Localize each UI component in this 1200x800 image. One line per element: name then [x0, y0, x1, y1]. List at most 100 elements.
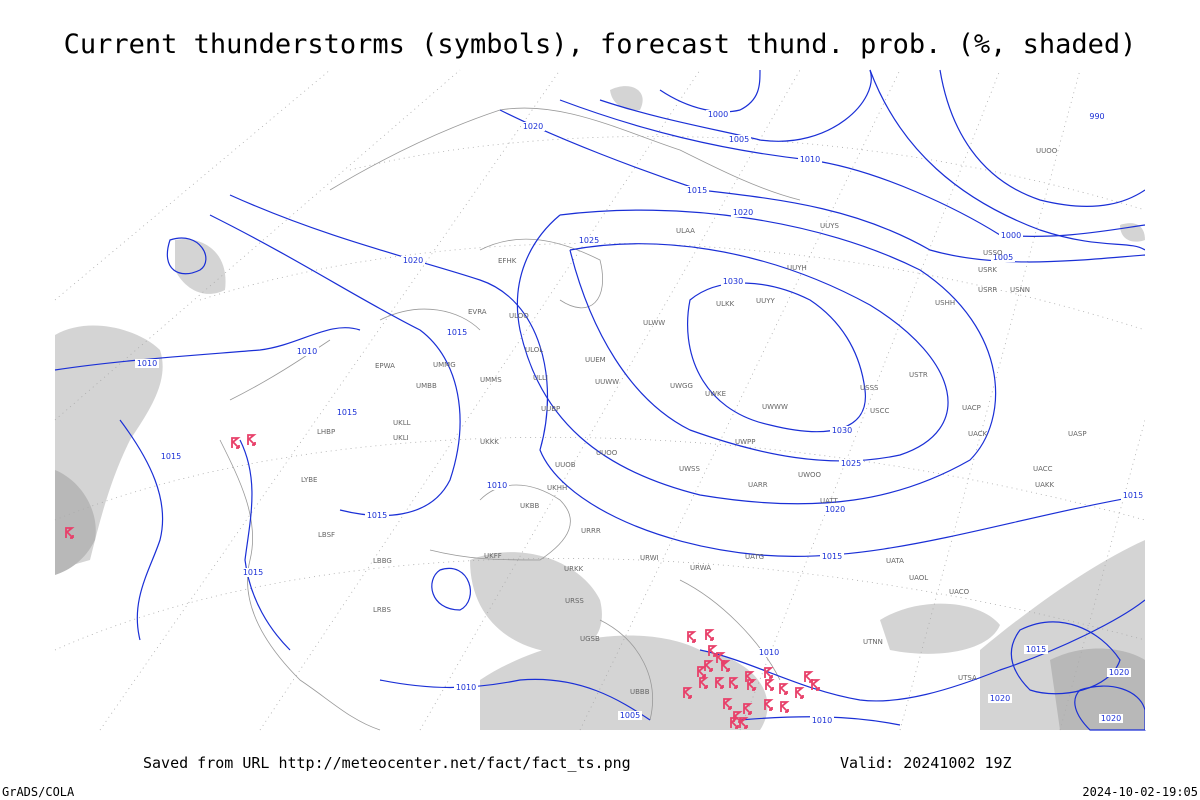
isobar-label-bg — [485, 481, 509, 490]
thunderstorm-symbol — [739, 717, 749, 729]
isobar-label: 1010 — [800, 155, 820, 164]
station-label: URKK — [564, 565, 584, 573]
isobar-label-bg — [241, 568, 265, 577]
coastline — [219, 107, 801, 731]
station-label: ULLI — [533, 374, 548, 382]
isobar — [431, 567, 471, 611]
station-label: UUBP — [541, 405, 560, 413]
isobar-label-bg — [577, 236, 601, 245]
isobar — [166, 237, 207, 275]
thunderstorm-symbol — [743, 703, 753, 715]
station-label: USSO — [983, 249, 1003, 257]
thunderstorm-symbol — [697, 666, 707, 678]
station-label: ULOO — [509, 312, 529, 320]
station-label: UWGG — [670, 382, 693, 390]
thunderstorm-symbol — [780, 701, 790, 713]
thunderstorm-symbol — [804, 671, 814, 683]
station-label: UKBB — [520, 502, 540, 510]
isobar-label: 1000 — [1001, 231, 1021, 240]
isobar-label: 1010 — [137, 359, 157, 368]
isobar-label: 1020 — [523, 122, 543, 131]
isobar-label: 1025 — [579, 236, 599, 245]
isobar-label-bg — [727, 135, 751, 144]
isobar — [516, 209, 997, 505]
thunderstorm-symbol — [811, 679, 821, 691]
isobar-label: 1020 — [990, 694, 1010, 703]
station-label: UATG — [745, 553, 764, 561]
isobar — [119, 419, 164, 641]
isobar — [559, 99, 1146, 237]
station-label: USHH — [935, 299, 955, 307]
isobar-label: 1020 — [1109, 668, 1129, 677]
station-label: LRBS — [373, 606, 391, 614]
station-label: UACP — [962, 404, 981, 412]
station-label: USRK — [978, 266, 997, 274]
isobar-label: 1015 — [822, 552, 842, 561]
isobars — [54, 69, 1146, 731]
station-label: USNN — [1010, 286, 1030, 294]
isobar-label: 1005 — [729, 135, 749, 144]
thunderstorm-symbol — [721, 660, 731, 672]
station-label: UUYH — [787, 264, 807, 272]
meridians — [54, 69, 1146, 731]
isobar-label: 1015 — [243, 568, 263, 577]
station-label: UACC — [1033, 465, 1053, 473]
saved-url: Saved from URL http://meteocenter.net/fa… — [143, 754, 631, 772]
station-label: UACO — [949, 588, 970, 596]
prob-shade — [55, 470, 96, 575]
station-label: UUOO — [596, 449, 618, 457]
isobar — [1010, 621, 1121, 695]
isobar-label: 1030 — [723, 277, 743, 286]
isobar-label: 1015 — [367, 511, 387, 520]
isobar-label: 990 — [1089, 112, 1104, 121]
isobar-label-bg — [706, 110, 730, 119]
thunderstorm-symbol — [699, 677, 709, 689]
prob-shade — [1050, 648, 1145, 730]
thunderstorm-symbol — [683, 687, 693, 699]
prob-shade — [880, 603, 1000, 654]
valid-time: Valid: 20241002 19Z — [840, 754, 1012, 772]
isobar-label-bg — [823, 505, 847, 514]
isobar-label-bg — [820, 552, 844, 561]
station-label: UUWW — [595, 378, 619, 386]
isobar-label: 1000 — [708, 110, 728, 119]
station-label: UUEM — [585, 356, 606, 364]
station-label: UKHH — [547, 484, 567, 492]
station-label: UGSB — [580, 635, 600, 643]
thunderstorm-symbol — [765, 679, 775, 691]
isobar-label-bg — [830, 426, 854, 435]
isobar — [379, 678, 651, 721]
isobar — [569, 243, 949, 462]
station-label: LBBG — [373, 557, 392, 565]
isobar-label-bg — [731, 208, 755, 217]
isobar-label: 1010 — [812, 716, 832, 725]
isobar-label-bg — [999, 231, 1023, 240]
station-label: UWKE — [705, 390, 726, 398]
isobar-label-bg — [1121, 491, 1145, 500]
station-label: UAKK — [1035, 481, 1055, 489]
isobar-label-bg — [1085, 112, 1109, 121]
isobar — [54, 327, 361, 371]
prob-shade — [470, 552, 602, 653]
station-label: USTR — [909, 371, 928, 379]
station-label: UUOB — [555, 461, 576, 469]
isobar-label-bg — [798, 155, 822, 164]
isobar-label-bg — [159, 452, 183, 461]
thunderstorm-symbol — [65, 527, 75, 539]
station-label: LHBP — [317, 428, 335, 436]
thunderstorm-symbol — [687, 631, 697, 643]
title: Current thunderstorms (symbols), forecas… — [64, 29, 1137, 60]
isobar-label: 1020 — [403, 256, 423, 265]
thunderstorm-symbol — [747, 679, 757, 691]
station-label: EPWA — [375, 362, 395, 370]
isobar-label: 1015 — [161, 452, 181, 461]
thunderstorm-symbol — [247, 434, 257, 446]
station-label: USRR — [978, 286, 997, 294]
isobar-label: 1010 — [297, 347, 317, 356]
station-label: EVRA — [468, 308, 487, 316]
isobar-label: 1015 — [687, 186, 707, 195]
isobar-label: 1010 — [456, 683, 476, 692]
isobar-label-bg — [135, 359, 159, 368]
station-label: UUOO — [1036, 147, 1058, 155]
